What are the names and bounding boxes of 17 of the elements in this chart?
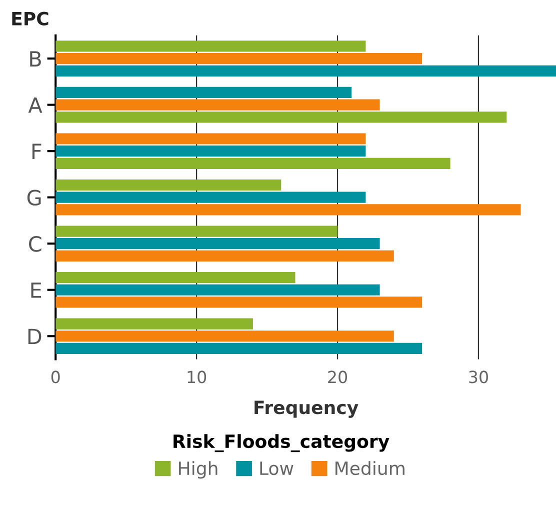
x-axis-title: Frequency [254, 400, 358, 418]
y-tick-label: B [30, 51, 41, 66]
x-tick-label: 0 [51, 370, 60, 384]
legend-label: High [179, 461, 218, 479]
x-tick-label: 30 [469, 370, 488, 384]
legend-title: Risk_Floods_category [174, 434, 390, 452]
y-tick-label: E [31, 282, 42, 298]
legend-label: Medium [336, 461, 404, 476]
legend-label: Low [260, 462, 294, 476]
y-tick-label: D [28, 328, 42, 344]
x-tick-label: 10 [188, 370, 206, 384]
y-tick-label: A [28, 98, 42, 113]
y-tick-label: F [32, 144, 42, 159]
y-axis-title: EPC [12, 12, 48, 26]
y-tick-label: G [27, 190, 41, 206]
y-tick-label: C [29, 236, 42, 252]
x-tick-label: 20 [328, 370, 348, 384]
